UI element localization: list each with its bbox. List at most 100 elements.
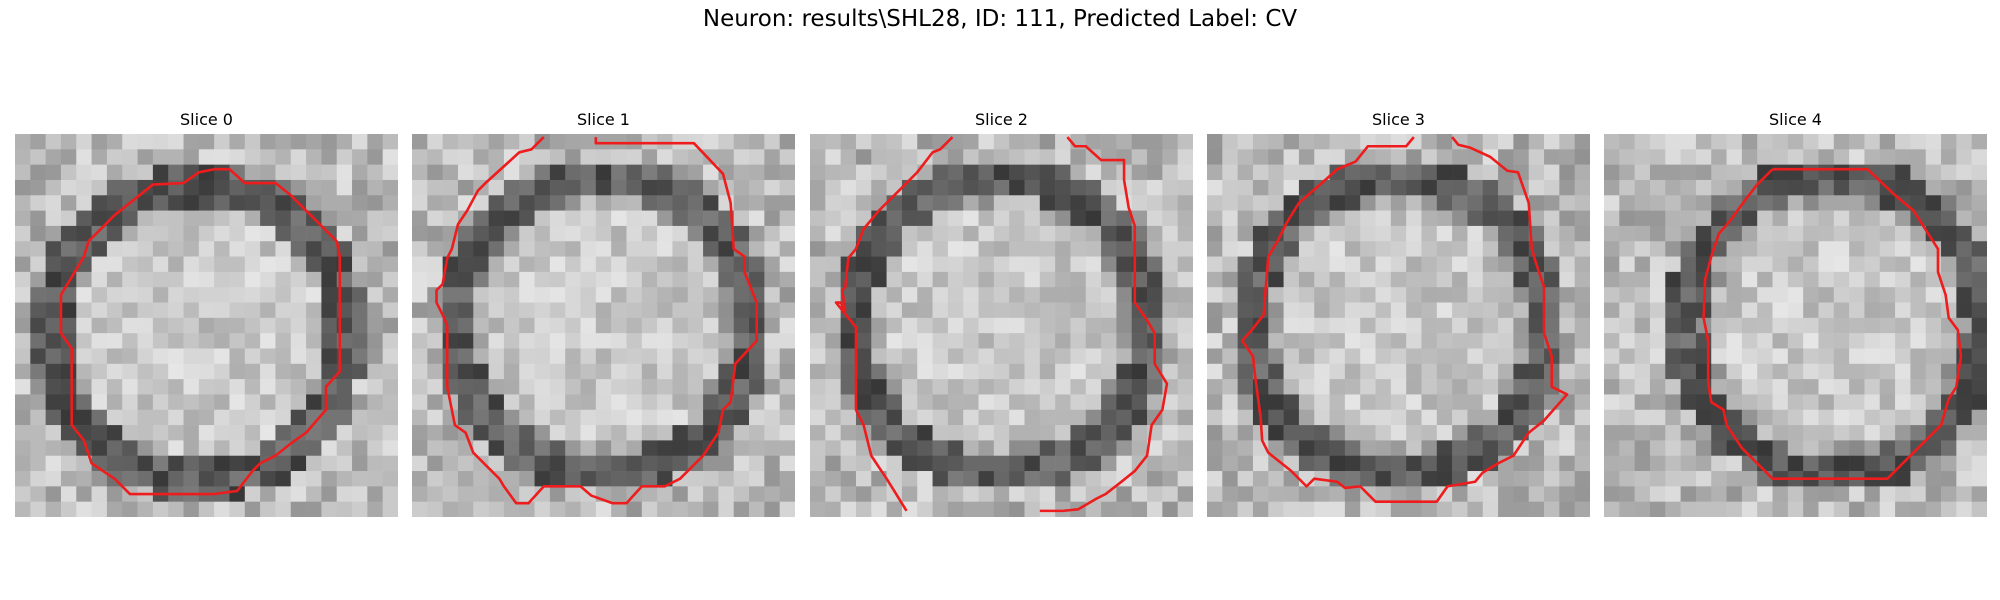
pixel	[1803, 226, 1819, 242]
pixel	[1299, 287, 1315, 303]
pixel	[1116, 272, 1132, 288]
pixel	[933, 211, 949, 227]
pixel	[504, 211, 520, 227]
pixel	[764, 241, 780, 257]
pixel	[1529, 303, 1545, 319]
pixel	[291, 348, 307, 364]
pixel	[1345, 241, 1361, 257]
pixel	[1498, 226, 1514, 242]
pixel	[1575, 425, 1590, 441]
pixel	[1773, 410, 1789, 426]
pixel	[1711, 134, 1727, 150]
pixel	[963, 303, 979, 319]
pixel	[1314, 425, 1330, 441]
pixel	[1467, 486, 1483, 502]
pixel	[245, 303, 261, 319]
pixel	[535, 425, 551, 441]
pixel	[764, 440, 780, 456]
pixel	[1635, 502, 1651, 517]
pixel	[1009, 272, 1025, 288]
pixel	[122, 440, 138, 456]
pixel	[427, 379, 443, 395]
pixel	[780, 180, 795, 196]
pixel	[1147, 149, 1163, 165]
pixel	[550, 486, 566, 502]
pixel	[153, 180, 169, 196]
pixel	[30, 165, 46, 181]
pixel	[46, 318, 62, 334]
pixel	[1207, 195, 1223, 211]
pixel	[199, 257, 215, 273]
pixel	[994, 318, 1010, 334]
pixel	[61, 364, 77, 380]
pixel	[749, 241, 765, 257]
pixel	[30, 318, 46, 334]
pixel	[168, 425, 184, 441]
pixel	[184, 303, 200, 319]
pixel	[352, 425, 368, 441]
pixel	[672, 348, 688, 364]
pixel	[1544, 425, 1560, 441]
pixel	[856, 303, 872, 319]
pixel	[412, 440, 428, 456]
pixel	[1513, 410, 1529, 426]
pixel	[412, 149, 428, 165]
pixel	[626, 425, 642, 441]
pixel	[841, 456, 857, 472]
pixel	[427, 287, 443, 303]
pixel	[825, 502, 841, 517]
pixel	[367, 272, 383, 288]
pixel	[1268, 364, 1284, 380]
pixel	[1437, 440, 1453, 456]
pixel	[1711, 333, 1727, 349]
pixel	[1421, 410, 1437, 426]
pixel	[504, 272, 520, 288]
pixel	[15, 394, 31, 410]
pixel	[1483, 425, 1499, 441]
pixel	[1956, 257, 1972, 273]
pixel	[1314, 394, 1330, 410]
pixel	[1314, 211, 1330, 227]
pixel	[1147, 486, 1163, 502]
pixel	[764, 502, 780, 517]
pixel	[626, 502, 642, 517]
pixel	[948, 456, 964, 472]
pixel	[383, 486, 398, 502]
pixel	[1834, 195, 1850, 211]
pixel	[734, 486, 750, 502]
pixel	[1086, 195, 1102, 211]
pixel	[1330, 364, 1346, 380]
pixel	[61, 226, 77, 242]
pixel	[92, 440, 108, 456]
pixel	[1575, 486, 1590, 502]
pixel	[1773, 303, 1789, 319]
pixel	[1910, 486, 1926, 502]
pixel	[1926, 287, 1942, 303]
pixel	[1665, 471, 1681, 487]
pixel	[229, 394, 245, 410]
pixel	[642, 364, 658, 380]
pixel	[1314, 272, 1330, 288]
pixel	[596, 287, 612, 303]
pixel	[1268, 333, 1284, 349]
pixel	[1070, 287, 1086, 303]
pixel	[1207, 149, 1223, 165]
pixel	[504, 471, 520, 487]
pixel	[657, 134, 673, 150]
pixel	[1040, 272, 1056, 288]
pixel	[291, 303, 307, 319]
pixel	[30, 134, 46, 150]
pixel	[856, 333, 872, 349]
pixel	[1101, 440, 1117, 456]
pixel	[734, 287, 750, 303]
pixel	[1619, 348, 1635, 364]
pixel	[1529, 180, 1545, 196]
pixel	[1009, 379, 1025, 395]
pixel	[1834, 226, 1850, 242]
pixel	[1024, 149, 1040, 165]
pixel	[1345, 318, 1361, 334]
pixel	[963, 379, 979, 395]
pixel	[1376, 287, 1392, 303]
pixel	[764, 180, 780, 196]
pixel	[1696, 502, 1712, 517]
